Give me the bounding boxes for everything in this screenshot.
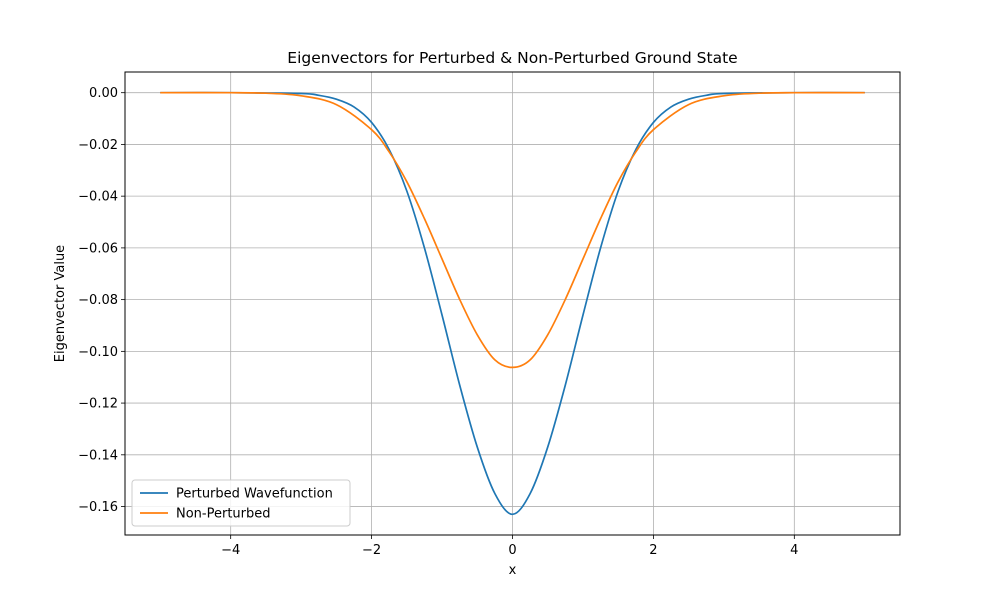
- x-tick-label: 2: [649, 543, 657, 558]
- legend-label: Perturbed Wavefunction: [176, 487, 333, 502]
- y-tick-label: −0.08: [78, 293, 118, 308]
- chart-title: Eigenvectors for Perturbed & Non-Perturb…: [287, 49, 737, 67]
- x-tick-label: −4: [221, 543, 240, 558]
- ticks: −4 −2 0 2 4 0.00 −0.02 −0.04 −0.06 −0.08 −0.10 −0.1…: [78, 86, 798, 558]
- y-axis-label: Eigenvector Value: [53, 245, 68, 362]
- y-tick-label: −0.12: [78, 397, 118, 412]
- x-axis-label: x: [509, 563, 517, 578]
- y-tick-label: −0.14: [78, 448, 118, 463]
- y-tick-label: −0.16: [78, 500, 118, 515]
- series-line-non-perturbed: [160, 91, 865, 369]
- y-tick-label: −0.02: [78, 138, 118, 153]
- y-tick-label: −0.04: [78, 190, 118, 205]
- y-tick-label: 0.00: [89, 86, 118, 101]
- legend: Perturbed Wavefunction Non-Perturbed: [131, 479, 351, 527]
- legend-box: [131, 479, 351, 527]
- series-layer: [160, 91, 865, 516]
- legend-label: Non-Perturbed: [176, 507, 271, 522]
- x-tick-label: −2: [362, 543, 381, 558]
- x-tick-label: 4: [790, 543, 798, 558]
- grid: [125, 72, 900, 535]
- x-tick-label: 0: [508, 543, 516, 558]
- y-tick-label: −0.06: [78, 241, 118, 256]
- y-tick-label: −0.10: [78, 345, 118, 360]
- series-line-perturbed: [160, 91, 865, 516]
